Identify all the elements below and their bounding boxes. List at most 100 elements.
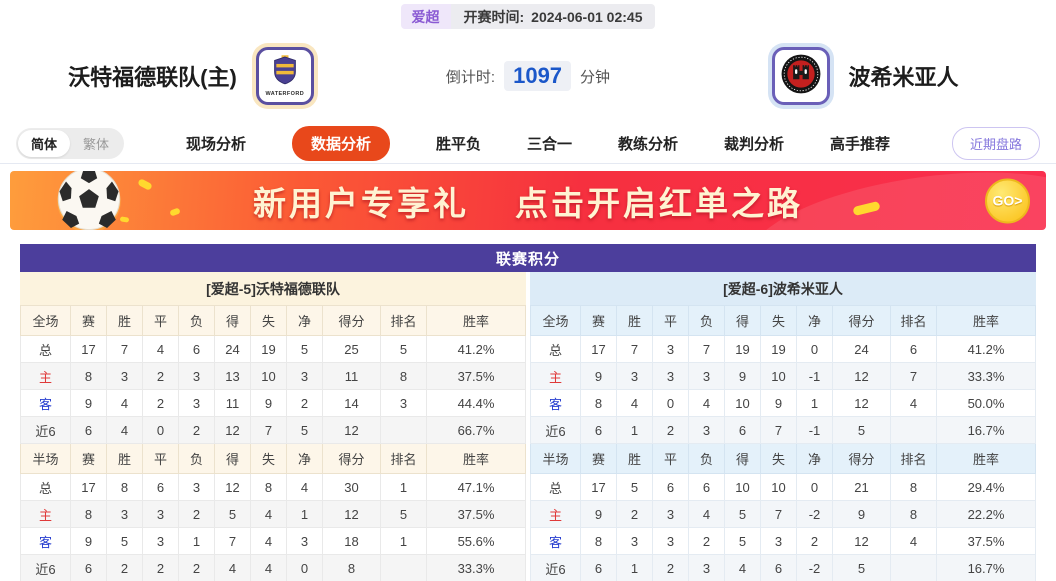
lang-option[interactable]: 简体: [18, 130, 71, 157]
stat-cell: 2: [652, 416, 689, 444]
nav-tab[interactable]: 现场分析: [185, 136, 246, 153]
countdown-unit: 分钟: [580, 68, 611, 86]
column-header: 得: [214, 443, 251, 474]
column-header: 平: [652, 305, 689, 336]
countdown-label: 倒计时:: [445, 68, 496, 86]
column-header: 净: [796, 305, 833, 336]
column-header: 负: [688, 443, 725, 474]
row-label: 近6: [530, 554, 581, 581]
stat-cell: 9: [70, 527, 107, 555]
confetti-decoration: [137, 178, 153, 191]
stat-cell: [890, 554, 937, 581]
column-header-row: 半场赛胜平负得失净得分 排名 胜率: [20, 443, 526, 474]
stat-cell: 2: [796, 527, 833, 555]
column-header: 胜率: [426, 443, 526, 474]
stat-cell: 4: [688, 389, 725, 417]
stat-cell: 41.2%: [936, 335, 1036, 363]
column-header: 胜率: [426, 305, 526, 336]
stat-cell: 0: [142, 416, 179, 444]
stat-cell: 5: [286, 335, 323, 363]
column-header: 平: [142, 305, 179, 336]
away-stats-panel: [爱超-6]波希米亚人 全场赛胜平负得失净得分 排名 胜率总 17 7 3 7 19 19 0 24…: [530, 272, 1036, 581]
column-header: 排名: [380, 443, 427, 474]
stat-cell: 3: [286, 527, 323, 555]
nav-tab[interactable]: 裁判分析: [724, 136, 785, 153]
stat-cell: 2: [142, 362, 179, 390]
stat-cell: 2: [142, 389, 179, 417]
stat-cell: 1: [380, 473, 427, 501]
stat-cell: 13: [214, 362, 251, 390]
stat-cell: -2: [796, 554, 833, 581]
nav-tab[interactable]: 三合一: [527, 136, 573, 153]
nav-tab[interactable]: 胜平负: [435, 136, 481, 153]
column-header-row: 全场赛胜平负得失净得分 排名 胜率: [530, 305, 1036, 336]
stat-cell: 0: [286, 554, 323, 581]
lang-option[interactable]: 繁体: [83, 137, 110, 152]
stat-cell: 7: [250, 416, 287, 444]
stat-cell: 1: [616, 416, 653, 444]
nav-tab[interactable]: 数据分析: [291, 126, 390, 161]
stat-cell: 5: [616, 473, 653, 501]
row-label: 客: [530, 389, 581, 417]
row-label: 主: [530, 362, 581, 390]
row-label: 主: [20, 362, 71, 390]
stat-cell: 66.7%: [426, 416, 526, 444]
stat-cell: 8: [322, 554, 381, 581]
league-badge: 爱超: [400, 4, 451, 29]
stat-cell: 11: [214, 389, 251, 417]
stat-cell: 2: [142, 554, 179, 581]
stat-cell: 2: [616, 500, 653, 528]
stat-cell: 9: [724, 362, 761, 390]
stat-cell: 3: [286, 362, 323, 390]
column-header: 得分: [322, 305, 381, 336]
stat-cell: 10: [760, 362, 797, 390]
stat-cell: 4: [250, 500, 287, 528]
stat-cell: 19: [724, 335, 761, 363]
stat-cell: [380, 416, 427, 444]
nav-tab[interactable]: 教练分析: [618, 136, 679, 153]
column-header: 得分: [322, 443, 381, 474]
stat-cell: 8: [250, 473, 287, 501]
column-header: 赛: [580, 443, 617, 474]
promo-banner[interactable]: 新用户专享礼 点击开启红单之路 GO>: [10, 171, 1046, 230]
stats-row: 近6 6 4 0 2 12 7 5 12 66.7%: [20, 416, 526, 444]
stat-cell: 37.5%: [426, 362, 526, 390]
column-header: 胜率: [936, 305, 1036, 336]
stats-row: 总 17 7 4 6 24 19 5 25 5 41.2%: [20, 335, 526, 363]
stat-cell: 3: [760, 527, 797, 555]
kickoff-label: 开赛时间:: [463, 8, 525, 25]
stat-cell: 3: [178, 473, 215, 501]
stat-cell: 17: [70, 335, 107, 363]
row-label: 主: [530, 500, 581, 528]
row-label: 总: [530, 473, 581, 501]
stat-cell: -1: [796, 362, 833, 390]
stat-cell: 16.7%: [936, 554, 1036, 581]
column-header: 半场: [530, 443, 581, 474]
nav-tab[interactable]: 高手推荐: [830, 136, 891, 153]
stat-cell: 4: [890, 389, 937, 417]
stat-cell: 2: [178, 416, 215, 444]
stats-row: 客 9 4 2 3 11 9 2 14 3 44.4%: [20, 389, 526, 417]
column-header: 净: [286, 443, 323, 474]
recent-trend-button[interactable]: 近期盘路: [951, 127, 1040, 160]
table-title: 联赛积分: [20, 244, 1036, 272]
stat-cell: 4: [106, 416, 143, 444]
column-header: 赛: [70, 305, 107, 336]
row-label: 总: [20, 473, 71, 501]
column-header: 全场: [530, 305, 581, 336]
stat-cell: 6: [760, 554, 797, 581]
column-header: 得: [724, 305, 761, 336]
banner-text: 新用户专享礼 点击开启红单之路: [253, 184, 803, 222]
side-title: [爱超-6]波希米亚人: [530, 272, 1036, 305]
stat-cell: 6: [178, 335, 215, 363]
stat-cell: 3: [688, 362, 725, 390]
stat-cell: 0: [796, 473, 833, 501]
row-label: 近6: [20, 554, 71, 581]
column-header: 失: [250, 305, 287, 336]
stat-cell: 55.6%: [426, 527, 526, 555]
stat-cell: 6: [580, 554, 617, 581]
stat-cell: 9: [580, 362, 617, 390]
stat-cell: 6: [70, 416, 107, 444]
stat-cell: 3: [106, 500, 143, 528]
go-button[interactable]: GO>: [985, 178, 1030, 223]
